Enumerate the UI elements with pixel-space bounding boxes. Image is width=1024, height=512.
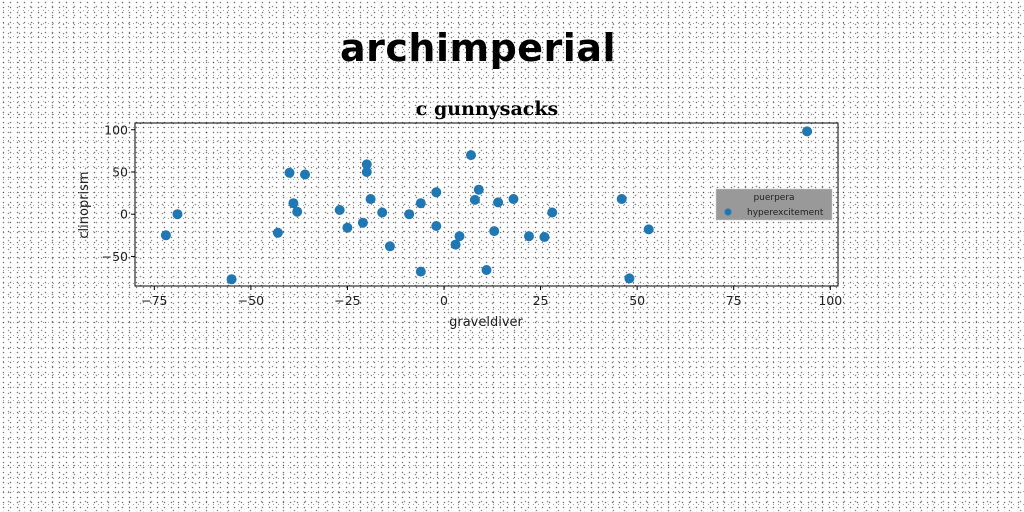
x-tick-label: −25: [334, 293, 360, 308]
data-point: [384, 241, 395, 252]
data-point: [454, 231, 465, 242]
y-tick-label: −50: [102, 249, 128, 264]
y-tick-label: 0: [120, 207, 128, 222]
x-tick-label: 0: [440, 293, 448, 308]
data-point: [431, 187, 442, 198]
data-point: [450, 239, 461, 250]
data-point: [489, 226, 500, 237]
data-point: [361, 167, 372, 177]
legend-entry-label: hyperexcitement: [747, 208, 824, 218]
data-point: [404, 209, 415, 220]
y-tick-label: 100: [104, 122, 128, 137]
data-point: [415, 266, 426, 277]
legend-title: puerpera: [753, 193, 794, 203]
data-point: [377, 207, 388, 218]
data-point: [466, 150, 476, 161]
data-point: [802, 126, 813, 137]
data-point: [334, 205, 345, 215]
x-tick-label: 100: [818, 293, 842, 308]
x-axis-label: graveldiver: [449, 315, 523, 330]
data-point: [361, 159, 372, 170]
page-title: archimperial: [340, 26, 616, 70]
legend-marker: [724, 208, 732, 216]
chart-title: c gunnysacks: [416, 98, 558, 120]
data-point: [288, 198, 299, 209]
x-tick-label: 75: [726, 293, 742, 308]
y-axis-ticks: −50 0 50 100: [102, 122, 135, 264]
plot-area-frame: [134, 122, 839, 287]
x-tick-label: 25: [533, 293, 549, 308]
data-point: [342, 222, 353, 233]
data-point: [508, 194, 519, 204]
x-tick-label: 50: [629, 293, 645, 308]
data-point: [160, 230, 171, 241]
data-point: [493, 197, 504, 208]
y-tick-label: 50: [112, 164, 128, 179]
data-point: [624, 273, 635, 284]
x-tick-label: −75: [141, 293, 167, 308]
data-point: [473, 184, 484, 195]
data-point: [357, 217, 368, 228]
data-point: [226, 274, 237, 285]
data-point: [524, 231, 534, 242]
data-point: [539, 232, 550, 242]
legend-box: [715, 188, 833, 221]
data-point: [481, 265, 492, 275]
x-axis-ticks: −75 −50 −25 0 25 50 75 100: [141, 286, 842, 308]
data-point: [643, 224, 654, 235]
legend: puerpera hyperexcitement: [715, 188, 833, 221]
data-point: [616, 194, 627, 204]
y-axis-label: clinoprism: [77, 171, 92, 238]
data-point: [547, 207, 558, 218]
data-point: [365, 194, 376, 204]
x-tick-label: −50: [238, 293, 264, 308]
data-point: [415, 198, 426, 209]
data-point: [272, 227, 283, 238]
data-point: [431, 221, 442, 231]
data-points: [160, 126, 813, 285]
data-point: [284, 167, 295, 178]
data-point: [292, 206, 303, 217]
data-point: [469, 194, 480, 205]
data-point: [300, 169, 310, 180]
data-point: [172, 209, 183, 220]
